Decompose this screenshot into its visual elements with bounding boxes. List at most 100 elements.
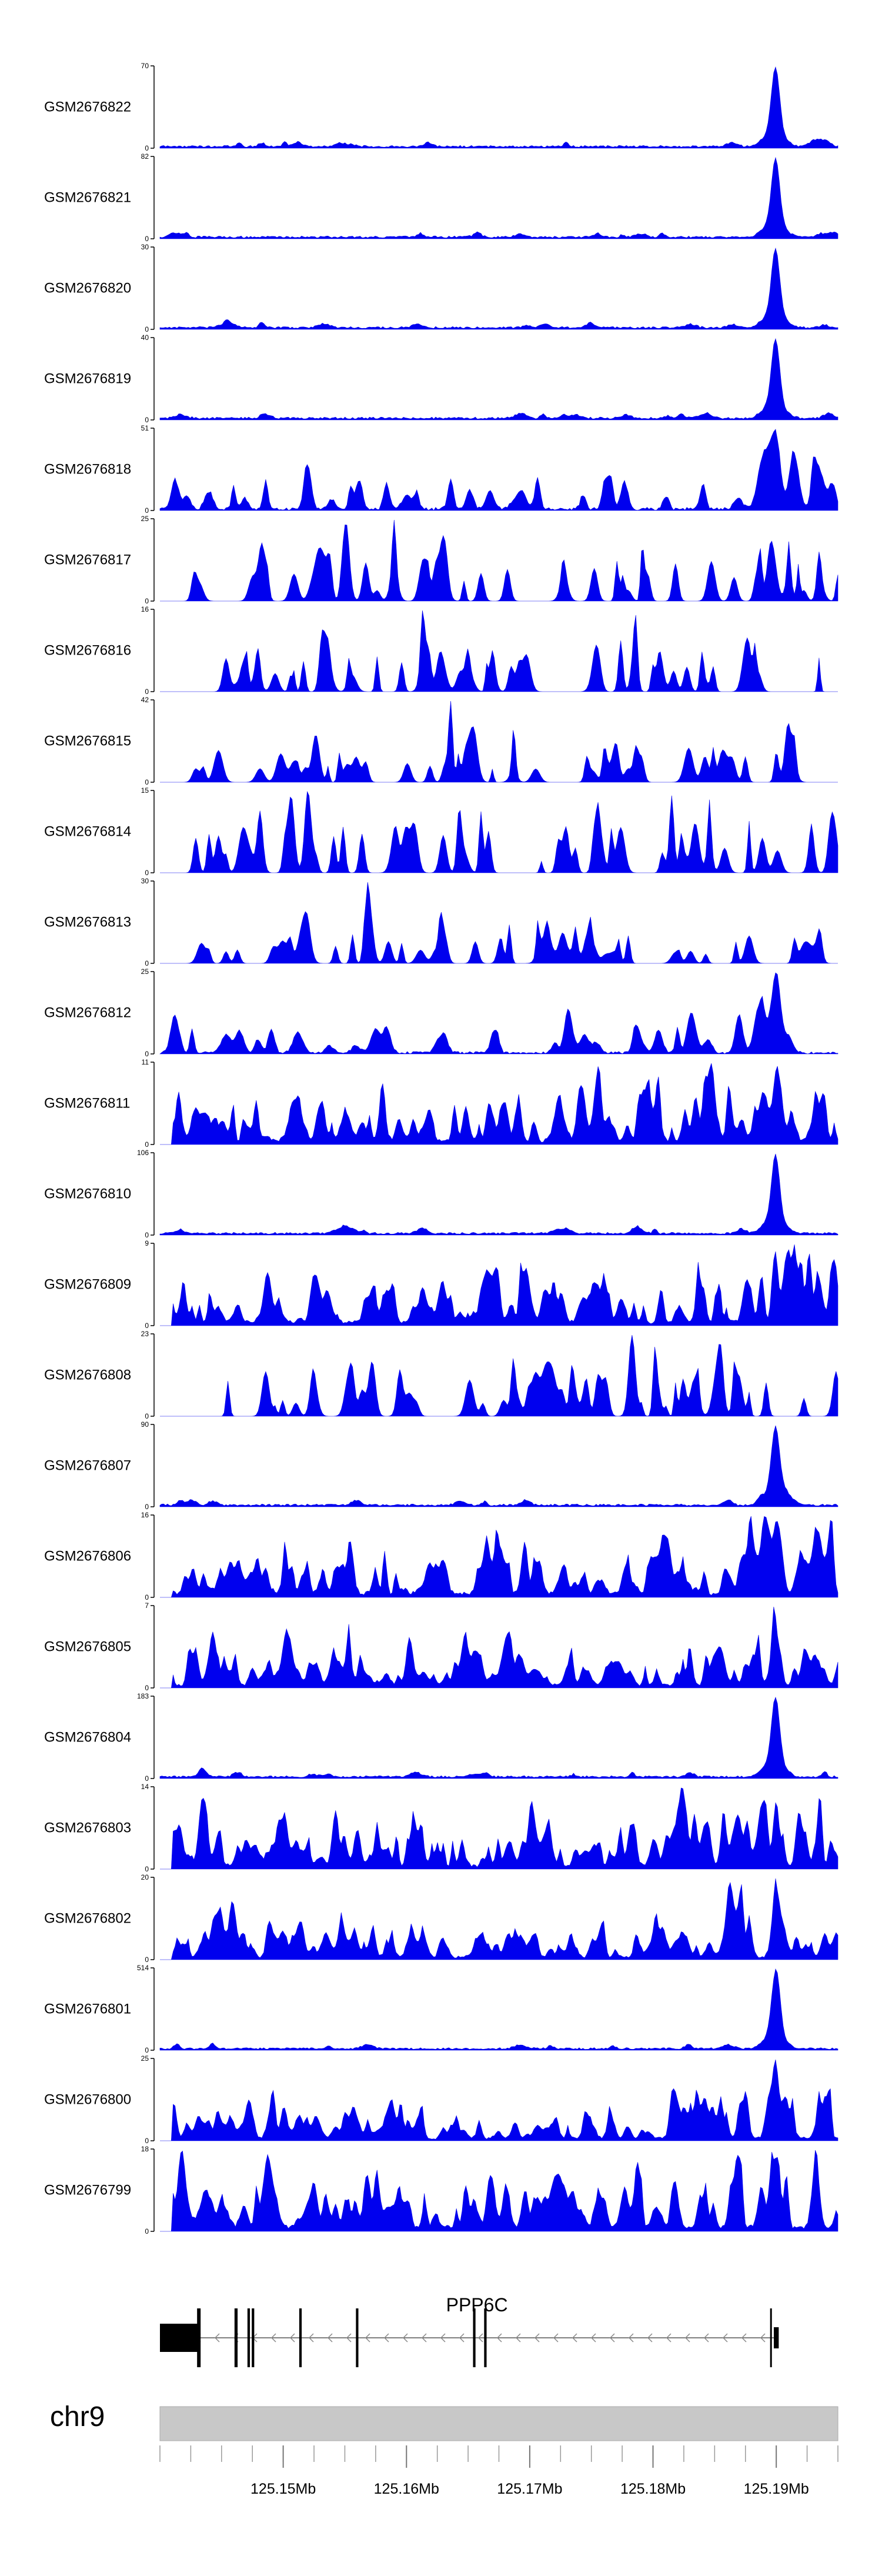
- exon: [252, 2308, 255, 2367]
- y-tick-min-label: 0: [145, 2137, 149, 2145]
- y-tick-min-label: 0: [145, 1231, 149, 1239]
- strand-arrow: [327, 2333, 333, 2343]
- track-GSM2676804: GSM2676804 183 0: [44, 1692, 838, 1783]
- y-tick-min-label: 0: [145, 1503, 149, 1511]
- signal-area: [159, 156, 838, 239]
- exon: [160, 2324, 199, 2352]
- strand-arrow: [534, 2333, 540, 2343]
- strand-arrow: [214, 2333, 220, 2343]
- y-tick-max-label: 106: [137, 1149, 149, 1157]
- signal-area: [159, 1153, 838, 1236]
- y-tick-min-label: 0: [145, 1956, 149, 1964]
- track-label: GSM2676814: [44, 823, 131, 839]
- exon: [197, 2308, 201, 2367]
- track-GSM2676818: GSM2676818 51 0: [44, 424, 838, 515]
- track-label: GSM2676820: [44, 280, 131, 296]
- signal-area: [160, 1606, 838, 1689]
- track-label: GSM2676802: [44, 1910, 131, 1926]
- x-tick-label: 125.15Mb: [250, 2481, 316, 2497]
- signal-area: [159, 1425, 838, 1507]
- y-tick-max-label: 90: [141, 1420, 149, 1429]
- signal-area: [160, 1334, 838, 1417]
- strand-arrow: [647, 2333, 653, 2343]
- track-GSM2676803: GSM2676803 14 0: [44, 1783, 838, 1873]
- y-tick-max-label: 18: [141, 2145, 149, 2153]
- signal-area: [159, 1697, 838, 1779]
- x-tick-label: 125.19Mb: [744, 2481, 809, 2497]
- signal-area: [160, 882, 838, 964]
- track-label: GSM2676804: [44, 1729, 131, 1745]
- strand-arrow: [722, 2333, 728, 2343]
- y-tick-max-label: 25: [141, 967, 149, 976]
- track-GSM2676822: GSM2676822 70 0: [44, 62, 838, 152]
- exon: [299, 2308, 302, 2367]
- track-label: GSM2676810: [44, 1186, 131, 1202]
- track-label: GSM2676819: [44, 371, 131, 386]
- track-label: GSM2676808: [44, 1367, 131, 1383]
- signal-area: [160, 1063, 838, 1145]
- signal-area: [160, 1516, 838, 1598]
- track-GSM2676820: GSM2676820 30 0: [44, 243, 838, 333]
- track-GSM2676809: GSM2676809 9 0: [44, 1239, 838, 1330]
- y-tick-max-label: 11: [142, 1058, 149, 1066]
- track-GSM2676805: GSM2676805 7 0: [44, 1601, 838, 1692]
- strand-arrow: [760, 2333, 766, 2343]
- strand-arrow: [590, 2333, 596, 2343]
- strand-arrow: [496, 2333, 502, 2343]
- genomic-axis: 125.15Mb 125.16Mb 125.17Mb 125.18Mb 125.19Mb: [159, 2445, 838, 2497]
- signal-area: [160, 1244, 838, 1326]
- gene-model-PPP6C: PPP6C: [160, 2294, 779, 2367]
- y-tick-max-label: 70: [141, 62, 149, 70]
- signal-area: [160, 2150, 838, 2232]
- track-label: GSM2676806: [44, 1548, 131, 1564]
- track-GSM2676808: GSM2676808 23 0: [44, 1330, 838, 1420]
- y-tick-min-label: 0: [145, 1140, 149, 1149]
- strand-arrow: [477, 2333, 483, 2343]
- strand-arrow: [553, 2333, 559, 2343]
- y-tick-min-label: 0: [145, 1865, 149, 1873]
- strand-arrow: [270, 2333, 276, 2343]
- strand-arrow: [666, 2333, 671, 2343]
- exon: [773, 2327, 779, 2348]
- strand-arrow: [684, 2333, 690, 2343]
- track-label: GSM2676805: [44, 1639, 131, 1654]
- track-GSM2676807: GSM2676807 90 0: [44, 1420, 838, 1511]
- y-tick-max-label: 14: [141, 1783, 149, 1791]
- y-tick-max-label: 514: [137, 1964, 149, 1972]
- y-tick-min-label: 0: [145, 1593, 149, 1601]
- strand-arrow: [628, 2333, 634, 2343]
- y-tick-max-label: 16: [141, 605, 149, 613]
- track-GSM2676821: GSM2676821 82 0: [44, 152, 838, 243]
- x-tick-label: 125.18Mb: [620, 2481, 686, 2497]
- strand-arrow: [346, 2333, 352, 2343]
- y-tick-min-label: 0: [145, 1412, 149, 1420]
- track-GSM2676816: GSM2676816 16 0: [44, 605, 838, 696]
- y-tick-max-label: 30: [141, 877, 149, 885]
- gene-name: PPP6C: [446, 2294, 508, 2315]
- y-tick-min-label: 0: [145, 2227, 149, 2235]
- y-tick-min-label: 0: [145, 778, 149, 786]
- track-GSM2676815: GSM2676815 42 0: [44, 696, 838, 786]
- y-tick-min-label: 0: [145, 2046, 149, 2054]
- y-tick-min-label: 0: [145, 1050, 149, 1058]
- strand-arrow: [741, 2333, 747, 2343]
- signal-area: [159, 66, 838, 149]
- strand-arrow: [459, 2333, 465, 2343]
- y-tick-max-label: 40: [141, 333, 149, 342]
- track-GSM2676802: GSM2676802 20 0: [44, 1873, 838, 1964]
- y-tick-max-label: 20: [141, 1873, 149, 1881]
- track-label: GSM2676818: [44, 461, 131, 477]
- y-tick-min-label: 0: [145, 959, 149, 967]
- y-tick-min-label: 0: [145, 869, 149, 877]
- strand-arrow: [421, 2333, 427, 2343]
- track-label: GSM2676800: [44, 2091, 131, 2107]
- track-label: GSM2676822: [44, 99, 131, 115]
- signal-area: [159, 1968, 838, 2051]
- y-tick-min-label: 0: [145, 688, 149, 696]
- track-label: GSM2676812: [44, 1005, 131, 1020]
- strand-arrow: [515, 2333, 521, 2343]
- track-GSM2676814: GSM2676814 15 0: [44, 786, 838, 877]
- y-tick-max-label: 16: [141, 1511, 149, 1519]
- signal-area: [160, 610, 838, 692]
